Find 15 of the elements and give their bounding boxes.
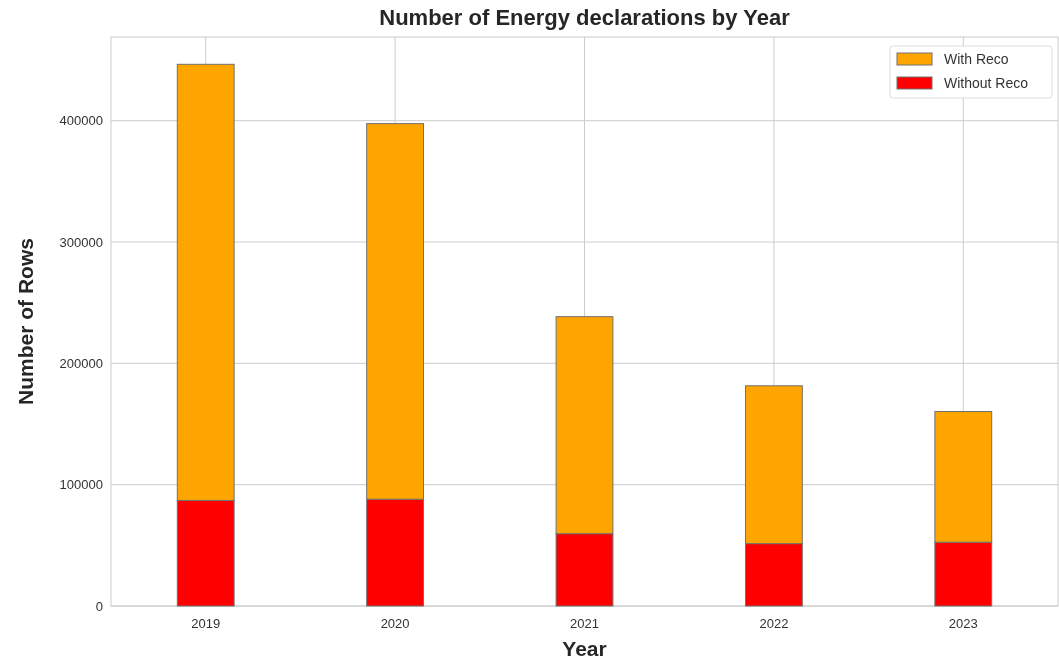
x-tick-label: 2019 xyxy=(191,616,221,631)
y-tick-label: 100000 xyxy=(59,477,103,493)
y-tick-label: 200000 xyxy=(59,355,103,371)
legend-label: Without Reco xyxy=(944,75,1029,91)
x-tick-label: 2020 xyxy=(380,616,410,631)
y-tick-label: 300000 xyxy=(59,234,103,250)
x-axis-title: Year xyxy=(562,637,607,660)
chart-title: Number of Energy declarations by Year xyxy=(379,5,791,30)
y-axis-title: Number of Rows xyxy=(14,238,37,405)
y-tick-label: 400000 xyxy=(59,113,103,129)
y-tick-label: 0 xyxy=(95,598,103,614)
x-tick-label: 2021 xyxy=(570,616,599,631)
legend-label: With Reco xyxy=(944,51,1009,67)
x-tick-label: 2022 xyxy=(759,616,789,631)
x-tick-label: 2023 xyxy=(948,616,978,631)
